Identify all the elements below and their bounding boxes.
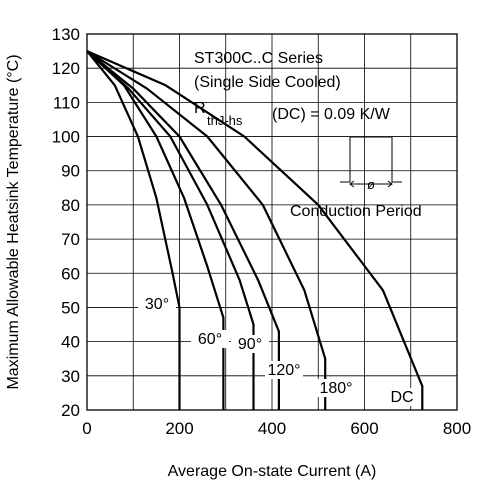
curve-line bbox=[86, 50, 255, 410]
y-tick-labels: 20 30 40 50 60 70 80 90 100 110 120 130 bbox=[52, 25, 80, 420]
plot-frame bbox=[86, 33, 458, 411]
curve-label: DC bbox=[390, 389, 413, 406]
annotation-series: ST300C..C Series bbox=[194, 50, 323, 67]
annotation-cooling: (Single Side Cooled) bbox=[194, 74, 341, 91]
x-tick-label: 400 bbox=[258, 419, 286, 438]
curve-line bbox=[86, 50, 424, 410]
y-tick-label: 120 bbox=[52, 59, 80, 78]
conduction-period-icon bbox=[340, 136, 402, 188]
curve-label-bg bbox=[231, 335, 269, 353]
x-axis-label: Average On-state Current (A) bbox=[168, 463, 377, 480]
curve-label-bg bbox=[191, 330, 229, 348]
y-tick-label: 30 bbox=[61, 367, 80, 386]
y-tick-label: 40 bbox=[61, 333, 80, 352]
y-tick-label: 20 bbox=[61, 401, 80, 420]
curve-line bbox=[86, 50, 327, 410]
y-tick-label: 130 bbox=[52, 25, 80, 44]
grid bbox=[86, 33, 458, 411]
curve-label-bg bbox=[317, 379, 355, 397]
curve-label: 180° bbox=[319, 380, 352, 397]
x-tick-label: 200 bbox=[165, 419, 193, 438]
phi-symbol: ø bbox=[367, 177, 375, 192]
x-tick-label: 0 bbox=[82, 419, 91, 438]
curves bbox=[86, 50, 424, 410]
y-tick-label: 80 bbox=[61, 196, 80, 215]
curve-label: 30° bbox=[145, 296, 169, 313]
x-tick-label: 800 bbox=[443, 419, 471, 438]
curve-labels: 30° 60° 90° 120° 180° DC bbox=[138, 295, 421, 406]
y-tick-label: 70 bbox=[61, 230, 80, 249]
x-tick-label: 600 bbox=[350, 419, 378, 438]
curve-line bbox=[86, 50, 181, 410]
x-tick-labels: 0 200 400 600 800 bbox=[82, 419, 471, 438]
y-axis-label: Maximum Allowable Heatsink Temperature (… bbox=[5, 54, 22, 389]
annotation-conduction: Conduction Period bbox=[290, 203, 422, 220]
curve-label: 60° bbox=[198, 331, 222, 348]
curve-label-bg bbox=[138, 295, 176, 313]
y-tick-label: 90 bbox=[61, 162, 80, 181]
y-tick-label: 60 bbox=[61, 264, 80, 283]
y-tick-label: 50 bbox=[61, 298, 80, 317]
curve-line bbox=[86, 50, 280, 410]
y-tick-label: 100 bbox=[52, 128, 80, 147]
curve-label: 120° bbox=[267, 362, 300, 379]
annotation-r-value: (DC) = 0.09 K/W bbox=[272, 106, 391, 123]
curve-label: 90° bbox=[238, 336, 262, 353]
y-tick-label: 110 bbox=[53, 93, 80, 112]
annotation-r: R bbox=[194, 100, 206, 117]
curve-label-bg bbox=[383, 388, 421, 406]
curve-label-bg bbox=[265, 361, 303, 379]
annotation-r-sub: thJ-hs bbox=[207, 113, 243, 128]
